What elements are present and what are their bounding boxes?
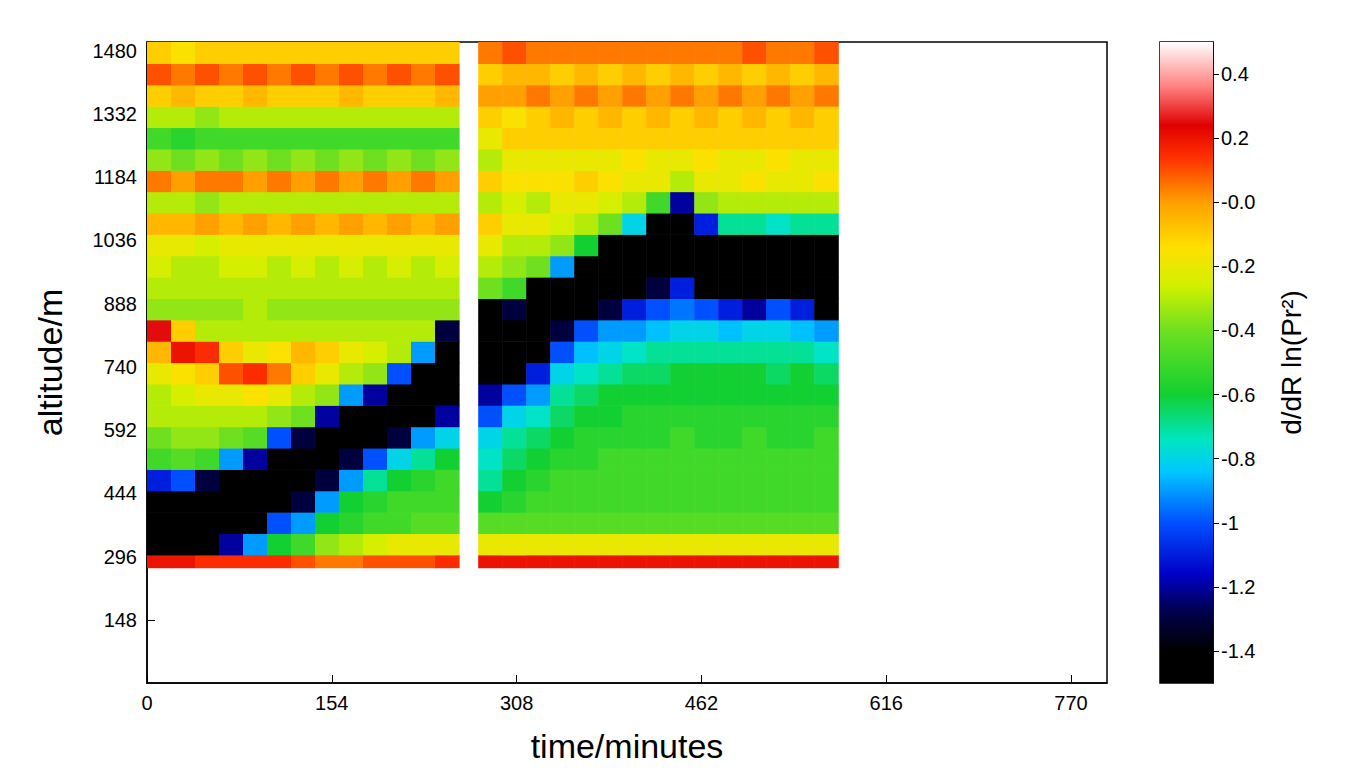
svg-text:-0.8: -0.8 bbox=[1221, 448, 1255, 470]
svg-text:740: 740 bbox=[104, 356, 137, 378]
svg-text:-0.0: -0.0 bbox=[1221, 191, 1255, 213]
svg-text:-1.2: -1.2 bbox=[1221, 576, 1255, 598]
svg-text:0.4: 0.4 bbox=[1221, 63, 1249, 85]
svg-text:0.2: 0.2 bbox=[1221, 127, 1249, 149]
svg-text:770: 770 bbox=[1054, 692, 1087, 714]
svg-text:308: 308 bbox=[500, 692, 533, 714]
svg-text:-1.4: -1.4 bbox=[1221, 640, 1255, 662]
svg-text:time/minutes: time/minutes bbox=[531, 727, 724, 765]
svg-text:296: 296 bbox=[104, 546, 137, 568]
svg-text:462: 462 bbox=[685, 692, 718, 714]
svg-text:888: 888 bbox=[104, 293, 137, 315]
svg-text:-0.6: -0.6 bbox=[1221, 384, 1255, 406]
svg-text:154: 154 bbox=[315, 692, 348, 714]
svg-text:0: 0 bbox=[141, 692, 152, 714]
svg-text:616: 616 bbox=[870, 692, 903, 714]
svg-text:d/dR ln(Pr²): d/dR ln(Pr²) bbox=[1276, 290, 1307, 435]
svg-text:444: 444 bbox=[104, 482, 137, 504]
svg-text:1480: 1480 bbox=[93, 40, 138, 62]
svg-text:592: 592 bbox=[104, 419, 137, 441]
svg-text:-0.4: -0.4 bbox=[1221, 319, 1255, 341]
svg-text:-1: -1 bbox=[1221, 512, 1239, 534]
svg-text:-0.2: -0.2 bbox=[1221, 255, 1255, 277]
svg-text:altitude/m: altitude/m bbox=[31, 289, 69, 436]
svg-text:1332: 1332 bbox=[93, 103, 138, 125]
svg-text:148: 148 bbox=[104, 609, 137, 631]
svg-text:1184: 1184 bbox=[94, 166, 137, 188]
svg-text:1036: 1036 bbox=[93, 229, 138, 251]
